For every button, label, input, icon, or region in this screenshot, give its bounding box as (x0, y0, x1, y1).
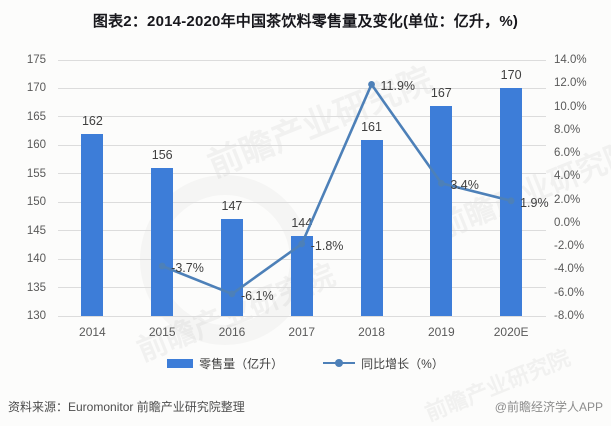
legend-line-swatch (323, 359, 356, 368)
y-axis-label-right: 14.0% (554, 54, 587, 66)
gridline (57, 173, 546, 175)
legend-line-marker (335, 359, 344, 368)
line-value-label: 3.4% (450, 178, 479, 193)
line-value-label: 11.9% (380, 79, 416, 94)
gridline (57, 144, 546, 146)
bar-value-label: 156 (151, 148, 173, 163)
x-axis-label: 2020E (493, 325, 529, 339)
line-marker (368, 81, 375, 88)
y-axis-label-right: 6.0% (554, 147, 581, 160)
bar-value-label: 161 (361, 119, 382, 134)
y-axis-label-right: 0.0% (554, 216, 581, 229)
bar-value-label: 144 (291, 216, 313, 231)
bar (220, 219, 243, 316)
x-axis-label: 2019 (427, 325, 455, 339)
gridline (57, 59, 546, 61)
gridline (57, 87, 546, 89)
legend-bar-label: 零售量（亿升） (199, 356, 284, 371)
chart-title: 图表2：2014-2020年中国茶饮料零售量及变化(单位：亿升，%) (92, 13, 519, 30)
y-axis-label-right: 2.0% (554, 193, 581, 206)
footer: 资料来源：Euromonitor 前瞻产业研究院整理 @前瞻经济学人APP (8, 398, 603, 415)
line-value-label: -3.7% (171, 260, 204, 275)
y-axis-label-right: -6.0% (554, 286, 585, 299)
bar (430, 105, 453, 316)
gridline (57, 116, 546, 118)
y-axis-label-left: 135 (26, 281, 46, 294)
legend: 零售量（亿升） 同比增长（%） (0, 355, 611, 371)
gridline (57, 315, 546, 317)
y-axis-label-right: 8.0% (554, 123, 581, 136)
bar (360, 139, 383, 316)
legend-item-bar: 零售量（亿升） (167, 355, 283, 372)
line-value-label: 1.9% (520, 195, 549, 210)
x-axis-label: 2018 (358, 325, 385, 339)
bar (500, 88, 523, 316)
bar (81, 133, 104, 316)
bar-value-label: 162 (81, 113, 103, 128)
legend-item-line: 同比增长（%） (323, 355, 444, 372)
x-axis-label: 2016 (218, 325, 246, 339)
x-axis-label: 2014 (79, 325, 106, 339)
y-axis-label-right: -2.0% (554, 240, 585, 253)
bar-value-label: 167 (430, 85, 452, 100)
line-value-label: -1.8% (310, 238, 344, 253)
y-axis-label-right: 10.0% (554, 100, 587, 113)
y-axis-label-right: 12.0% (554, 77, 587, 90)
legend-line-label: 同比增长（%） (361, 356, 444, 371)
y-axis-label-left: 170 (26, 82, 46, 95)
x-axis-label: 2017 (288, 325, 316, 339)
y-axis-label-left: 145 (26, 224, 46, 237)
y-axis-label-right: -4.0% (554, 263, 585, 276)
bar-value-label: 170 (500, 68, 522, 83)
bar (290, 236, 313, 316)
y-axis-label-right: -8.0% (554, 310, 585, 322)
y-axis-label-left: 150 (26, 196, 46, 209)
y-axis-label-left: 140 (26, 253, 46, 266)
credit-text: @前瞻经济学人APP (494, 400, 603, 414)
gridline (57, 201, 546, 203)
legend-bar-swatch (167, 358, 194, 368)
y-axis-label-left: 160 (26, 139, 46, 152)
y-axis-label-left: 165 (26, 110, 46, 123)
bar-value-label: 147 (221, 199, 243, 214)
bar (151, 168, 174, 316)
source-text: 资料来源：Euromonitor 前瞻产业研究院整理 (8, 400, 245, 414)
y-axis-label-right: 4.0% (554, 170, 581, 183)
y-axis-label-left: 175 (26, 54, 46, 66)
x-axis-label: 2015 (148, 325, 176, 339)
y-axis-label-left: 130 (26, 310, 46, 322)
line-value-label: -6.1% (240, 288, 274, 303)
y-axis-label-left: 155 (26, 167, 46, 180)
